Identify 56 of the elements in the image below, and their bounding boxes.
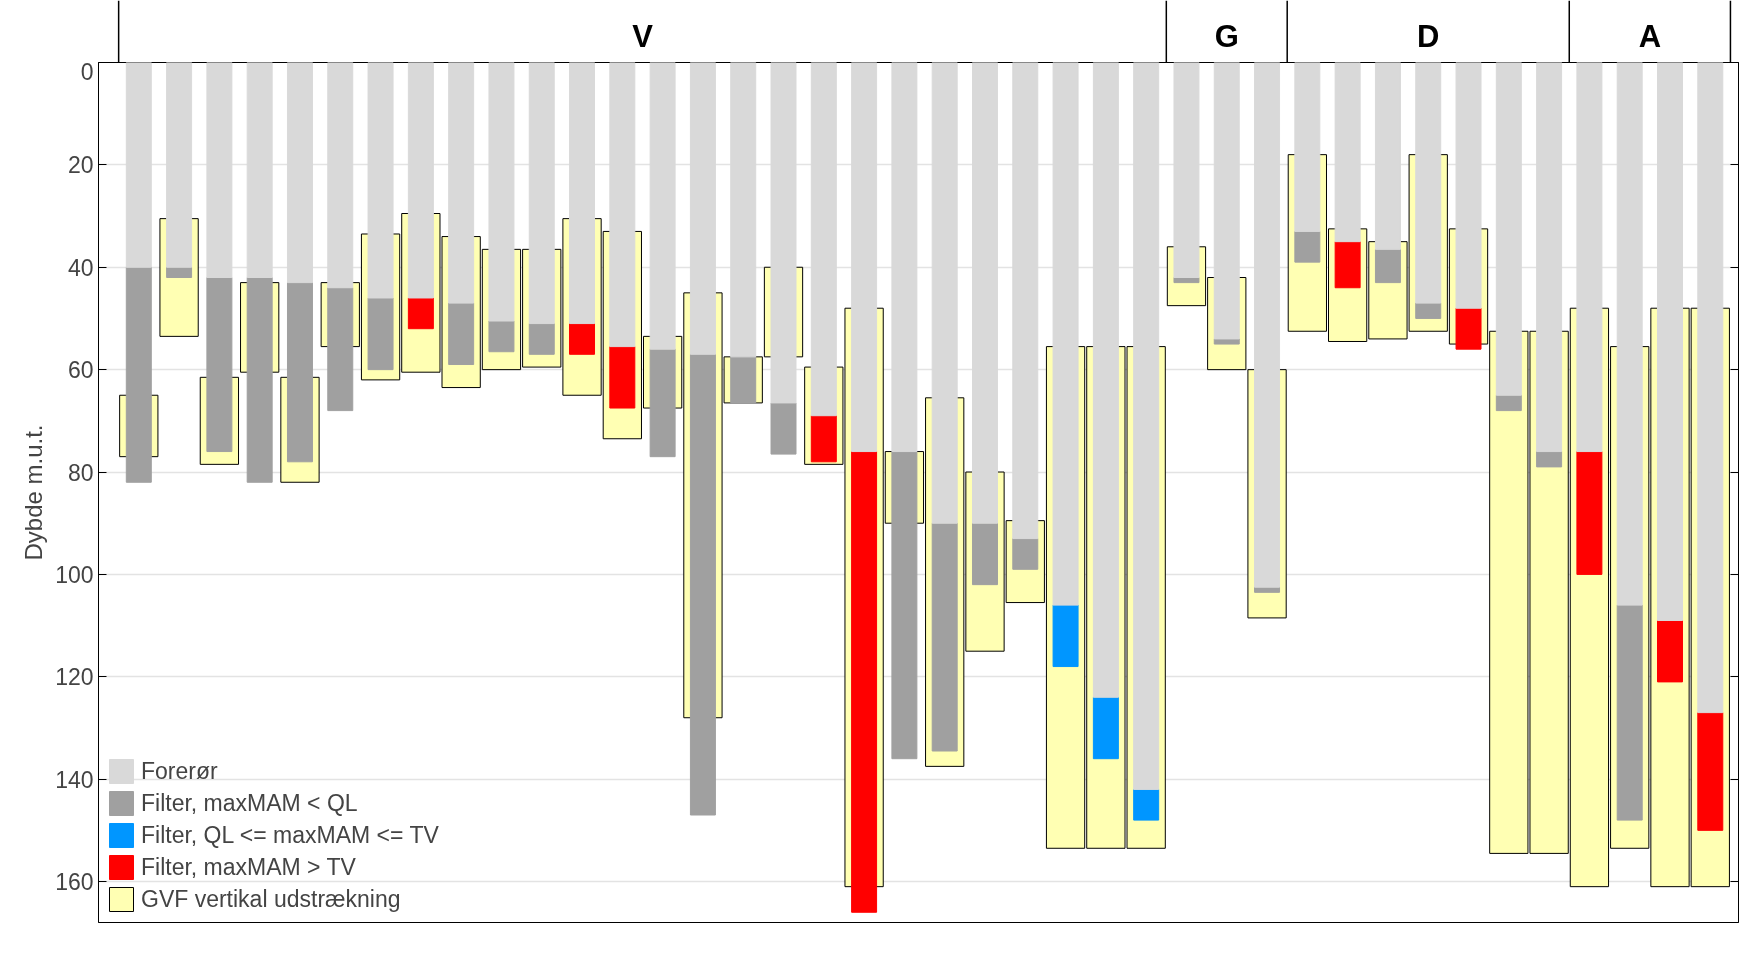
bar — [851, 451, 878, 913]
bar — [528, 323, 555, 355]
bar — [569, 323, 596, 355]
bar — [1012, 538, 1039, 570]
bar — [246, 277, 273, 483]
legend-label: Filter, QL <= maxMAM <= TV — [141, 821, 439, 849]
bar — [1334, 241, 1361, 289]
bar — [931, 522, 958, 752]
text: D — [1417, 18, 1440, 54]
bar — [407, 297, 434, 330]
bar — [327, 287, 354, 412]
legend-label: Filter, maxMAM < QL — [141, 789, 358, 817]
bar — [1536, 451, 1563, 468]
bar — [1294, 230, 1321, 263]
legend-label: Forerør — [141, 757, 218, 785]
text: G — [1214, 18, 1239, 54]
bar — [1697, 712, 1724, 831]
bar — [689, 353, 716, 816]
bar — [1657, 619, 1683, 683]
bar — [448, 302, 475, 366]
y-tick-label: 120 — [55, 664, 94, 691]
bar — [810, 415, 837, 463]
legend-label: Filter, maxMAM > TV — [141, 853, 356, 881]
y-axis-title: Dybde m.u.t. — [20, 424, 48, 561]
bar — [1294, 62, 1321, 232]
bar — [367, 297, 394, 371]
bar — [1455, 307, 1482, 350]
y-tick-label: 80 — [67, 459, 94, 486]
bar — [1133, 788, 1160, 821]
bar — [1415, 302, 1442, 319]
bar — [125, 266, 152, 483]
bar — [488, 320, 515, 353]
text: V — [632, 18, 654, 54]
y-tick-label: 40 — [67, 254, 94, 281]
bar — [609, 346, 636, 409]
bar — [286, 282, 313, 463]
bar — [1495, 394, 1522, 412]
bar — [1415, 62, 1442, 304]
text: A — [1638, 18, 1662, 54]
bar — [1092, 696, 1119, 760]
y-tick-label: 0 — [80, 58, 94, 85]
bar — [1052, 604, 1079, 668]
y-tick-label: 160 — [55, 869, 94, 896]
y-tick-label: 100 — [55, 561, 94, 588]
bar — [891, 451, 918, 760]
bar — [1616, 604, 1643, 821]
y-tick-label: 60 — [67, 357, 94, 384]
bar — [206, 277, 233, 453]
y-tick-label: 140 — [55, 766, 94, 793]
bar — [1576, 451, 1603, 575]
bar — [972, 522, 998, 586]
bar — [649, 348, 676, 458]
y-tick-label: 20 — [67, 152, 94, 179]
legend-label: GVF vertikal udstrækning — [141, 885, 401, 913]
bar — [770, 402, 797, 455]
bar — [1374, 248, 1401, 284]
